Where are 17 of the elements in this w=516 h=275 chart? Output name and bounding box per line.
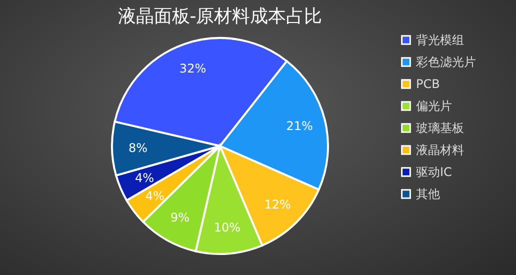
legend-label: 偏光片 bbox=[416, 99, 452, 113]
data-label: 4% bbox=[134, 171, 154, 186]
legend-label: PCB bbox=[416, 77, 440, 91]
chart-title: 液晶面板-原材料成本占比 bbox=[118, 6, 322, 27]
data-label: 32% bbox=[179, 62, 206, 76]
data-label: 8% bbox=[128, 141, 148, 156]
legend-label: 彩色滤光片 bbox=[416, 55, 476, 69]
data-label: 12% bbox=[264, 197, 291, 212]
data-label: 21% bbox=[286, 119, 313, 134]
data-label: 4% bbox=[145, 188, 164, 203]
legend-label: 玻璃基板 bbox=[416, 121, 464, 135]
legend-label: 背光模组 bbox=[416, 33, 464, 47]
legend-label: 驱动IC bbox=[416, 165, 452, 179]
legend-label: 液晶材料 bbox=[416, 143, 464, 157]
data-label: 9% bbox=[170, 210, 190, 225]
data-label: 10% bbox=[214, 220, 240, 235]
legend-label: 其他 bbox=[416, 187, 440, 201]
